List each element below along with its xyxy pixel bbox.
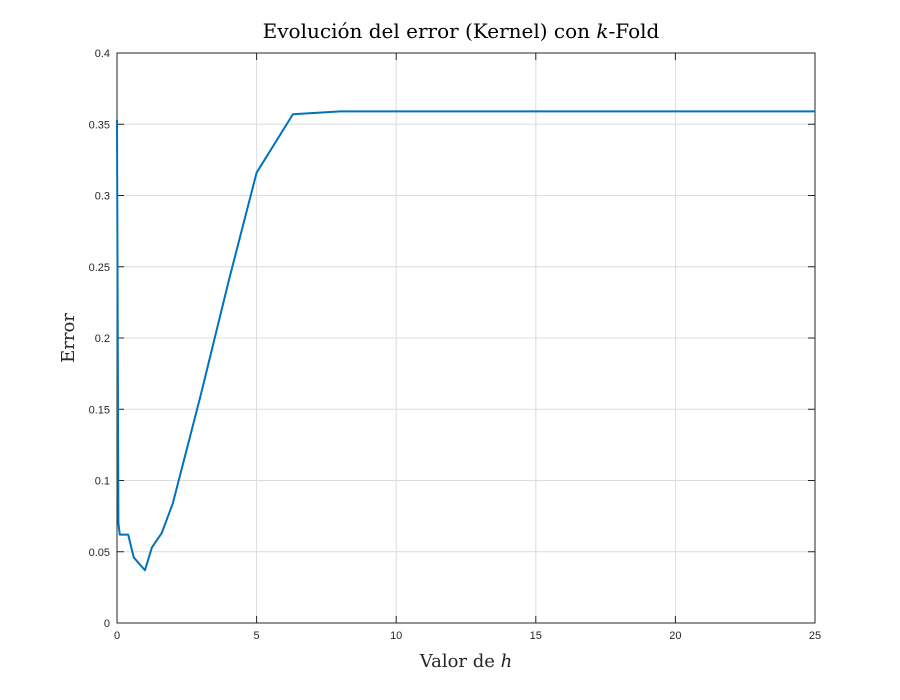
y-tick-label: 0 xyxy=(104,618,110,630)
x-tick-label: 20 xyxy=(669,630,681,642)
y-axis-label: Error xyxy=(58,313,79,363)
series-group xyxy=(116,110,815,572)
y-tick-label: 0.4 xyxy=(95,48,110,60)
tick-labels: 0 5 10 15 20 25 0 0.05 0.1 0.15 0.2 0.25 0.3 0.35 0.4 xyxy=(89,48,822,642)
y-tick-label: 0.05 xyxy=(89,547,110,559)
grid xyxy=(117,53,815,623)
x-tick-label: 5 xyxy=(254,630,260,642)
x-tick-label: 0 xyxy=(114,630,120,642)
ticks xyxy=(116,52,816,624)
series-line-0 xyxy=(116,110,815,572)
x-tick-label: 15 xyxy=(530,630,542,642)
x-tick-label: 25 xyxy=(809,630,821,642)
y-tick-label: 0.2 xyxy=(95,333,110,345)
y-tick-label: 0.3 xyxy=(95,191,110,203)
x-axis-label: Valor de h xyxy=(419,651,513,672)
y-tick-label: 0.25 xyxy=(89,262,110,274)
chart-title: Evolución del error (Kernel) con k-Fold xyxy=(263,19,660,43)
y-tick-label: 0.1 xyxy=(95,476,110,488)
x-tick-label: 10 xyxy=(390,630,402,642)
y-tick-label: 0.15 xyxy=(89,404,110,416)
y-tick-label: 0.35 xyxy=(89,119,110,131)
